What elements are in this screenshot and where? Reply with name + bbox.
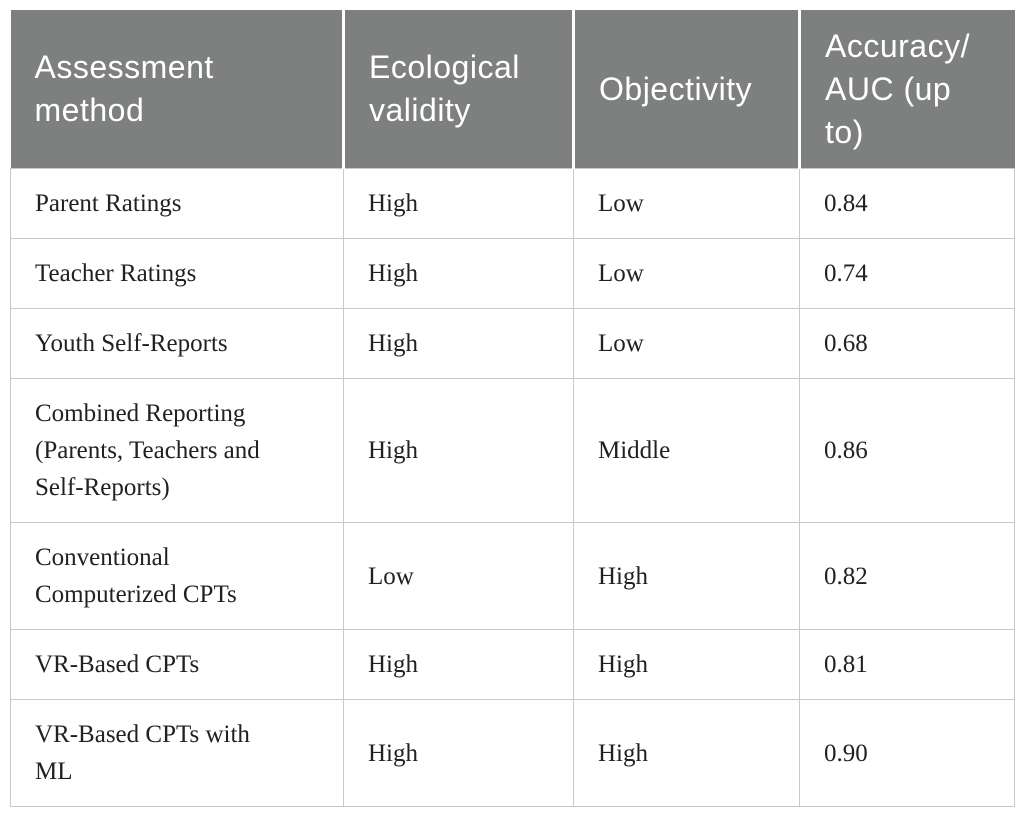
cell-objectivity: High — [573, 699, 800, 807]
cell-objectivity: Low — [573, 168, 800, 239]
cell-objectivity: Middle — [573, 378, 800, 523]
cell-objectivity: High — [573, 522, 800, 630]
column-header-accuracy-auc: Accuracy/ AUC (up to) — [798, 10, 1015, 169]
cell-ecological-validity: High — [343, 308, 574, 379]
table-row: VR-Based CPTs with ML High High 0.90 — [10, 699, 1015, 807]
table-row: Combined Reporting (Parents, Teachers an… — [10, 378, 1015, 523]
cell-assessment-method: Teacher Ratings — [10, 238, 344, 309]
table-row: Conventional Computerized CPTs Low High … — [10, 522, 1015, 630]
cell-accuracy-auc: 0.68 — [799, 308, 1015, 379]
cell-ecological-validity: High — [343, 238, 574, 309]
cell-assessment-method: Combined Reporting (Parents, Teachers an… — [10, 378, 344, 523]
cell-accuracy-auc: 0.82 — [799, 522, 1015, 630]
cell-assessment-method: Youth Self-Reports — [10, 308, 344, 379]
cell-accuracy-auc: 0.84 — [799, 168, 1015, 239]
column-header-assessment-method: Assessment method — [10, 10, 344, 169]
table-header: Assessment method Ecological validity Ob… — [10, 10, 1015, 169]
cell-assessment-method: Parent Ratings — [10, 168, 344, 239]
cell-objectivity: High — [573, 629, 800, 700]
cell-ecological-validity: Low — [343, 522, 574, 630]
cell-assessment-method: VR-Based CPTs with ML — [10, 699, 344, 807]
table-row: Youth Self-Reports High Low 0.68 — [10, 308, 1015, 379]
cell-objectivity: Low — [573, 308, 800, 379]
column-header-objectivity: Objectivity — [572, 10, 800, 169]
cell-ecological-validity: High — [343, 378, 574, 523]
cell-objectivity: Low — [573, 238, 800, 309]
cell-accuracy-auc: 0.81 — [799, 629, 1015, 700]
cell-accuracy-auc: 0.90 — [799, 699, 1015, 807]
cell-ecological-validity: High — [343, 629, 574, 700]
column-header-ecological-validity: Ecological validity — [342, 10, 574, 169]
table-row: VR-Based CPTs High High 0.81 — [10, 629, 1015, 700]
table-row: Parent Ratings High Low 0.84 — [10, 168, 1015, 239]
cell-accuracy-auc: 0.86 — [799, 378, 1015, 523]
table-row: Teacher Ratings High Low 0.74 — [10, 238, 1015, 309]
table-body: Parent Ratings High Low 0.84 Teacher Rat… — [10, 168, 1015, 807]
assessment-methods-table: Assessment method Ecological validity Ob… — [10, 10, 1015, 807]
cell-ecological-validity: High — [343, 168, 574, 239]
header-row: Assessment method Ecological validity Ob… — [10, 10, 1015, 169]
cell-assessment-method: Conventional Computerized CPTs — [10, 522, 344, 630]
cell-accuracy-auc: 0.74 — [799, 238, 1015, 309]
cell-assessment-method: VR-Based CPTs — [10, 629, 344, 700]
cell-ecological-validity: High — [343, 699, 574, 807]
